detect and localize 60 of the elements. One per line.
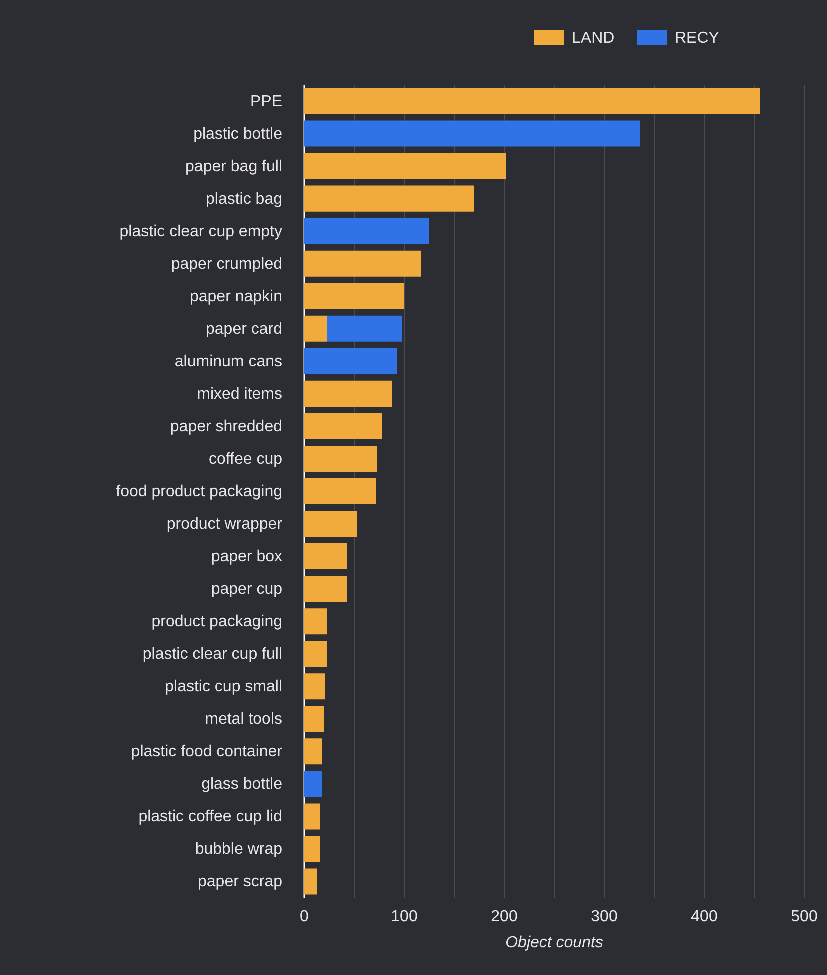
bar [304, 738, 322, 765]
bar [304, 576, 347, 602]
bar [304, 511, 357, 538]
bar [304, 706, 324, 732]
y-tick-label: product packaging [152, 614, 282, 631]
bar [304, 446, 377, 472]
bar [304, 771, 322, 798]
y-tick-label: paper napkin [190, 288, 282, 306]
bar [304, 608, 327, 635]
y-tick-label: coffee cup [208, 450, 283, 468]
y-tick-label: metal tools [205, 711, 282, 728]
bar [304, 674, 325, 700]
bar [304, 868, 317, 895]
legend-label: LAND [572, 30, 615, 47]
y-tick-label: paper scrap [198, 874, 283, 891]
bar [304, 478, 376, 505]
bar [304, 153, 506, 180]
y-tick-label: plastic food container [131, 744, 284, 761]
x-tick-label: 400 [691, 908, 718, 926]
bar [304, 804, 320, 830]
x-axis-title: Object counts [506, 934, 604, 952]
bar [304, 283, 404, 310]
bar [304, 218, 429, 244]
y-tick-label: mixed items [197, 386, 282, 403]
bar [327, 316, 402, 342]
y-tick-label: paper card [206, 320, 282, 338]
x-tick-label: 0 [300, 908, 310, 926]
bar [304, 380, 392, 407]
y-tick-label: paper box [211, 548, 282, 566]
y-tick-label: product wrapper [166, 516, 284, 534]
bar [304, 348, 397, 374]
bar [304, 316, 327, 342]
y-tick-label: plastic bottle [194, 126, 283, 143]
y-tick-label: plastic cup small [165, 678, 282, 696]
x-tick-label: 100 [391, 908, 418, 926]
bar [304, 544, 347, 570]
legend-label: RECY [675, 30, 720, 47]
bar [304, 88, 760, 114]
y-tick-label: paper cup [211, 581, 283, 598]
y-tick-label: paper shredded [170, 418, 282, 436]
x-tick-label: 300 [591, 908, 618, 926]
bar [304, 413, 382, 440]
y-tick-label: paper crumpled [171, 256, 282, 273]
y-tick-label: glass bottle [202, 776, 283, 794]
y-tick-label: PPE [250, 93, 282, 110]
y-tick-label: plastic coffee cup lid [138, 808, 282, 826]
y-tick-label: food product packaging [116, 484, 282, 500]
y-tick-label: paper bag full [186, 158, 282, 176]
bar [304, 120, 640, 147]
y-tick-label: plastic clear cup full [142, 646, 282, 664]
x-tick-label: 200 [491, 908, 518, 926]
bar [304, 836, 320, 862]
bar [304, 641, 327, 668]
y-tick-label: bubble wrap [195, 841, 283, 858]
y-tick-label: aluminum cans [174, 353, 282, 370]
bar [304, 250, 421, 277]
x-tick-label: 500 [791, 908, 818, 926]
y-tick-label: plastic bag [206, 190, 282, 208]
y-tick-label: plastic clear cup empty [120, 223, 282, 240]
bar [304, 186, 474, 212]
